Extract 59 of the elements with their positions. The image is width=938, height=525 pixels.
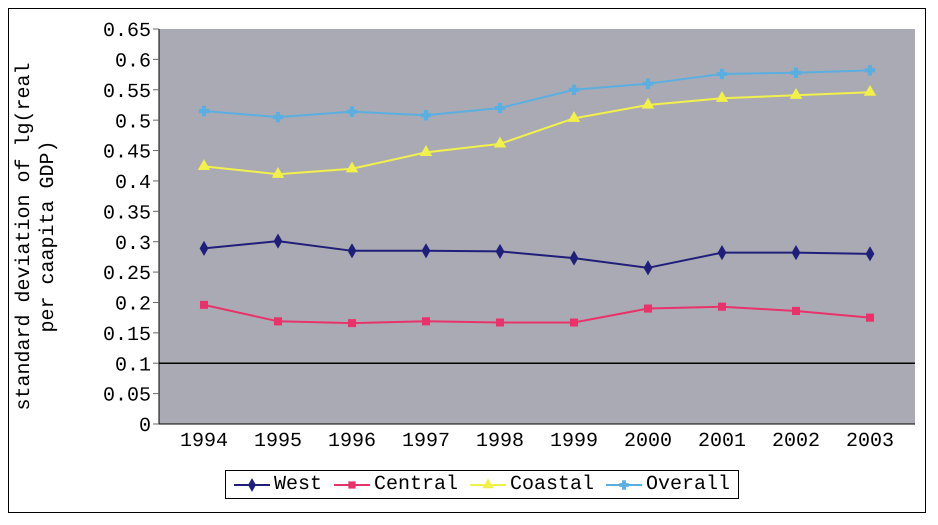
point (420, 110, 432, 121)
y-tick-label: 0.55 (102, 80, 151, 104)
point (568, 84, 580, 96)
point (642, 78, 654, 89)
point (570, 318, 578, 327)
point (790, 68, 802, 78)
point (348, 319, 356, 328)
point (496, 318, 504, 327)
y-tick-label: 0.35 (102, 202, 151, 226)
y-tick-label: 0.2 (114, 294, 151, 317)
legend-label: Coastal (510, 473, 594, 496)
x-tick-label: 1998 (476, 430, 524, 454)
y-tick-label: 0.6 (114, 50, 151, 74)
x-tick-label: 2002 (772, 430, 820, 454)
point (792, 306, 800, 316)
point (642, 98, 654, 109)
y-tick-label: 0.25 (102, 263, 151, 286)
x-tick-label: 2003 (846, 430, 894, 454)
x-tick-label: 2001 (698, 430, 746, 454)
point (200, 300, 208, 309)
point (420, 146, 432, 156)
point (716, 92, 728, 102)
x-tick-label: 1996 (328, 430, 376, 454)
legend-label: West (274, 473, 322, 496)
point (494, 137, 506, 148)
x-tick-label: 1995 (254, 430, 302, 454)
point (422, 317, 430, 326)
y-tick-label: 0.65 (102, 20, 151, 44)
legend-label: Central (374, 473, 458, 496)
point (274, 317, 282, 326)
y-tick-label: 0.45 (102, 142, 151, 165)
y-tick-label: 0.1 (114, 354, 151, 378)
point (272, 112, 284, 122)
point (346, 162, 358, 172)
point (864, 65, 876, 76)
x-tick-label: 2000 (624, 430, 672, 454)
point (198, 160, 210, 170)
y-tick-label: 0 (138, 415, 151, 438)
point (790, 88, 802, 99)
point (864, 85, 876, 96)
x-tick-label: 1999 (550, 430, 598, 454)
point (198, 106, 210, 116)
point (494, 102, 506, 114)
point (644, 304, 652, 313)
y-tick-label: 0.05 (102, 384, 151, 408)
legend-label: Overall (646, 473, 730, 496)
point (568, 112, 580, 122)
y-tick-label: 0.15 (102, 324, 151, 347)
y-tick-label: 0.3 (114, 232, 151, 256)
point (272, 168, 284, 178)
point (716, 68, 728, 80)
y-axis-title: standard deviation of lg(real per caapita GDP) (13, 62, 60, 411)
y-tick-label: 0.4 (114, 172, 151, 196)
x-tick-label: 1997 (402, 430, 450, 454)
point (718, 302, 726, 311)
x-tick-label: 1994 (180, 430, 228, 454)
y-tick-label: 0.5 (114, 111, 151, 134)
point (346, 106, 358, 117)
point (866, 314, 874, 322)
